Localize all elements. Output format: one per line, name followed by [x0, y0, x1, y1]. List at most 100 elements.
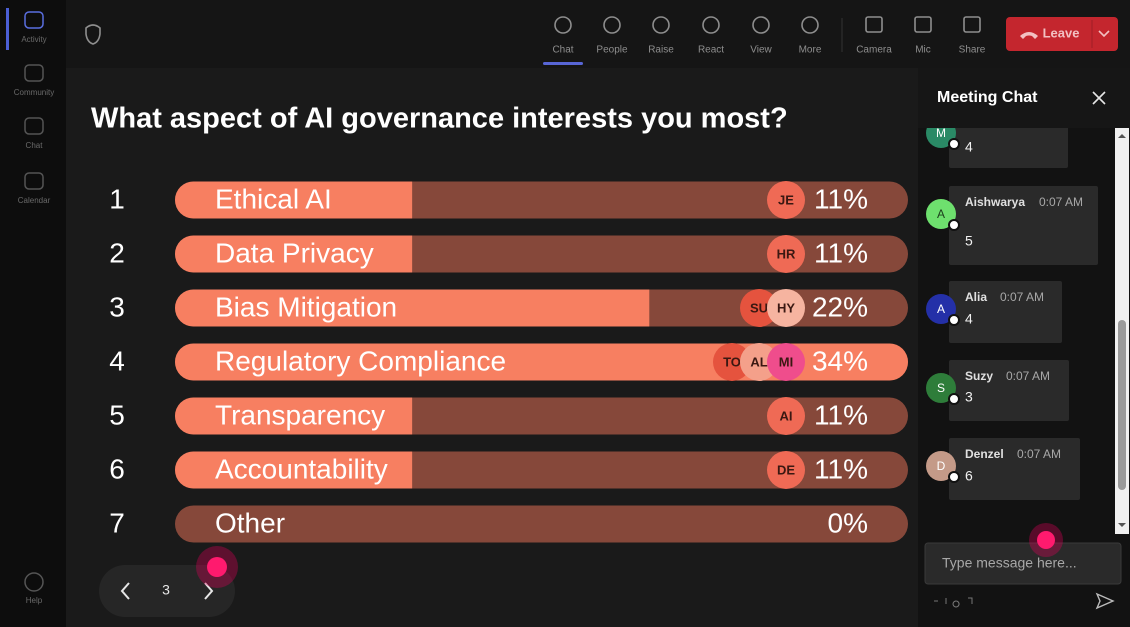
- voter-avatar: [713, 343, 751, 381]
- sidebar-icon[interactable]: [24, 64, 44, 82]
- toolbar-label[interactable]: Mic: [915, 45, 931, 56]
- message-time: 0:07 AM: [1017, 447, 1061, 461]
- voter-initials: JE: [778, 192, 794, 207]
- sidebar: [0, 0, 66, 627]
- toolbar-icon[interactable]: [652, 16, 670, 34]
- message-text: 6: [965, 468, 973, 484]
- option-percent: 0%: [828, 507, 868, 538]
- bar-fill: [175, 451, 413, 489]
- bar-fill: [175, 289, 650, 327]
- send-button[interactable]: [1095, 592, 1115, 610]
- message-bubble: [949, 186, 1098, 265]
- avatar: [926, 373, 956, 403]
- option-rank: 7: [109, 507, 125, 538]
- toolbar-label[interactable]: People: [596, 45, 628, 56]
- avatar: [926, 199, 956, 229]
- option-rank: 6: [109, 453, 125, 484]
- status-dot: [948, 471, 960, 483]
- sender-name: Denzel: [965, 447, 1004, 461]
- toolbar-label[interactable]: Camera: [856, 45, 892, 56]
- poll-question: What aspect of AI governance interests y…: [91, 103, 788, 135]
- option-rank: 1: [109, 183, 125, 214]
- leave-label[interactable]: Leave: [1043, 25, 1080, 40]
- voter-avatar: [767, 451, 805, 489]
- sidebar-icon[interactable]: [24, 172, 44, 190]
- sidebar-icon[interactable]: [24, 11, 44, 29]
- leave-chevron[interactable]: [1098, 30, 1110, 38]
- chat-list: M 4 A Aishwarya 0:07 AM 5 A Alia 0:07 AM 4 S Suzy 0:…: [926, 126, 1098, 500]
- poll-options: 1 Ethical AI JE 11% 2 Data Privacy HR 11% 3 Bias …: [109, 181, 908, 543]
- sidebar-icon[interactable]: [24, 117, 44, 135]
- toolbar-icon[interactable]: [914, 16, 932, 33]
- toolbar-icon[interactable]: [554, 16, 572, 34]
- close-chat[interactable]: [1092, 91, 1106, 105]
- option-label: Transparency: [215, 399, 385, 430]
- toolbar-label[interactable]: Chat: [552, 45, 573, 56]
- chat-title: Meeting Chat: [937, 89, 1038, 106]
- avatar-initial: A: [937, 302, 945, 316]
- toolbar-icon[interactable]: [865, 16, 883, 33]
- chat-messages: M 4 A Aishwarya 0:07 AM 5 A Alia 0:07 AM 4 S Suzy 0:…: [926, 126, 1098, 500]
- toolbar-label[interactable]: More: [799, 45, 822, 56]
- option-percent: 11%: [814, 453, 868, 484]
- voter-initials: HR: [777, 246, 796, 261]
- option-rank: 3: [109, 291, 125, 322]
- voter-initials: HY: [777, 300, 795, 315]
- toolbar-icon[interactable]: [702, 16, 720, 34]
- voter-initials: AI: [780, 408, 793, 423]
- shield-icon: [85, 24, 101, 45]
- chrome: Activity Community Chat Calendar Help Chat Peo…: [14, 11, 986, 605]
- sidebar-label[interactable]: Community: [14, 88, 54, 97]
- status-dot: [948, 314, 960, 326]
- avatar-initial: D: [937, 459, 946, 473]
- scrollbar-thumb[interactable]: [1118, 320, 1126, 490]
- option-label: Bias Mitigation: [215, 291, 397, 322]
- leave-button[interactable]: [1006, 17, 1118, 51]
- status-dot: [948, 219, 960, 231]
- format-tools[interactable]: [934, 597, 973, 608]
- voter-avatar: [740, 289, 778, 327]
- option-percent: 11%: [814, 237, 868, 268]
- sidebar-label[interactable]: Chat: [26, 141, 44, 150]
- toolbar-label[interactable]: React: [698, 45, 724, 56]
- toolbar-icon[interactable]: [963, 16, 981, 33]
- page-number: 3: [162, 582, 170, 598]
- sidebar-label[interactable]: Calendar: [18, 196, 51, 205]
- chat-header: [918, 68, 1130, 128]
- voter-initials: AL: [750, 354, 767, 369]
- voter-avatar: [767, 343, 805, 381]
- leave-icon: [1020, 32, 1038, 39]
- message-input[interactable]: [924, 542, 1122, 585]
- prev-button[interactable]: [120, 582, 130, 600]
- help-label[interactable]: Help: [26, 596, 43, 605]
- cursor-dot: [1037, 531, 1055, 549]
- message-text: 4: [965, 311, 973, 327]
- toolbar-icon[interactable]: [603, 16, 621, 34]
- help-icon[interactable]: [24, 572, 44, 592]
- option-label: Other: [215, 507, 285, 538]
- voter-avatar: [767, 235, 805, 273]
- option-percent: 34%: [812, 345, 868, 376]
- toolbar-label[interactable]: View: [750, 45, 772, 56]
- status-dot: [948, 138, 960, 150]
- toolbar-label[interactable]: Raise: [648, 45, 674, 56]
- toolbar-label[interactable]: Share: [959, 45, 986, 56]
- message-time: 0:07 AM: [1039, 195, 1083, 209]
- message-bubble: [949, 128, 1068, 168]
- voter-initials: MI: [779, 354, 793, 369]
- avatar-initial: M: [936, 126, 946, 140]
- sidebar-label[interactable]: Activity: [21, 35, 46, 44]
- message-text: 3: [965, 389, 973, 405]
- option-rank: 5: [109, 399, 125, 430]
- voter-initials: DE: [777, 462, 795, 477]
- avatar-initial: A: [937, 207, 945, 221]
- option-label: Data Privacy: [215, 237, 374, 268]
- toolbar-icon[interactable]: [801, 16, 819, 34]
- voter-avatar: [767, 397, 805, 435]
- toolbar-icon[interactable]: [752, 16, 770, 34]
- next-button[interactable]: [204, 582, 214, 600]
- option-percent: 22%: [812, 291, 868, 322]
- chat-tab-indicator: [543, 62, 583, 65]
- avatar: [926, 451, 956, 481]
